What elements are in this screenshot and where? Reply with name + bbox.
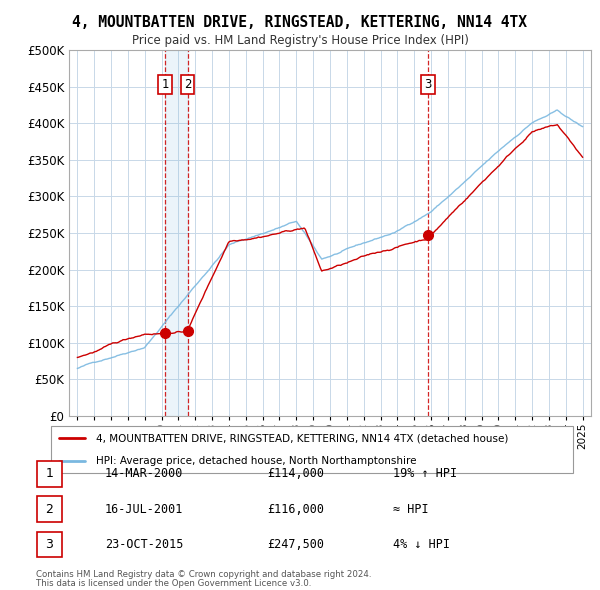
Text: £114,000: £114,000 xyxy=(267,467,324,480)
Text: 19% ↑ HPI: 19% ↑ HPI xyxy=(393,467,457,480)
Text: Price paid vs. HM Land Registry's House Price Index (HPI): Price paid vs. HM Land Registry's House … xyxy=(131,34,469,47)
FancyBboxPatch shape xyxy=(50,427,574,473)
Text: 4, MOUNTBATTEN DRIVE, RINGSTEAD, KETTERING, NN14 4TX (detached house): 4, MOUNTBATTEN DRIVE, RINGSTEAD, KETTERI… xyxy=(95,433,508,443)
Text: 14-MAR-2000: 14-MAR-2000 xyxy=(105,467,184,480)
Text: 23-OCT-2015: 23-OCT-2015 xyxy=(105,538,184,551)
Text: £116,000: £116,000 xyxy=(267,503,324,516)
Text: 16-JUL-2001: 16-JUL-2001 xyxy=(105,503,184,516)
Text: Contains HM Land Registry data © Crown copyright and database right 2024.: Contains HM Land Registry data © Crown c… xyxy=(36,570,371,579)
Text: ≈ HPI: ≈ HPI xyxy=(393,503,428,516)
Text: 3: 3 xyxy=(424,78,431,91)
FancyBboxPatch shape xyxy=(37,461,62,487)
Text: This data is licensed under the Open Government Licence v3.0.: This data is licensed under the Open Gov… xyxy=(36,579,311,588)
Text: 1: 1 xyxy=(161,78,169,91)
FancyBboxPatch shape xyxy=(37,532,62,558)
Text: 4% ↓ HPI: 4% ↓ HPI xyxy=(393,538,450,551)
FancyBboxPatch shape xyxy=(37,496,62,522)
Text: £247,500: £247,500 xyxy=(267,538,324,551)
Text: 3: 3 xyxy=(46,538,53,551)
Text: 2: 2 xyxy=(184,78,191,91)
Bar xyxy=(165,50,188,416)
Text: 1: 1 xyxy=(46,467,53,480)
Text: 4, MOUNTBATTEN DRIVE, RINGSTEAD, KETTERING, NN14 4TX: 4, MOUNTBATTEN DRIVE, RINGSTEAD, KETTERI… xyxy=(73,15,527,30)
Text: 2: 2 xyxy=(46,503,53,516)
Text: HPI: Average price, detached house, North Northamptonshire: HPI: Average price, detached house, Nort… xyxy=(95,457,416,467)
